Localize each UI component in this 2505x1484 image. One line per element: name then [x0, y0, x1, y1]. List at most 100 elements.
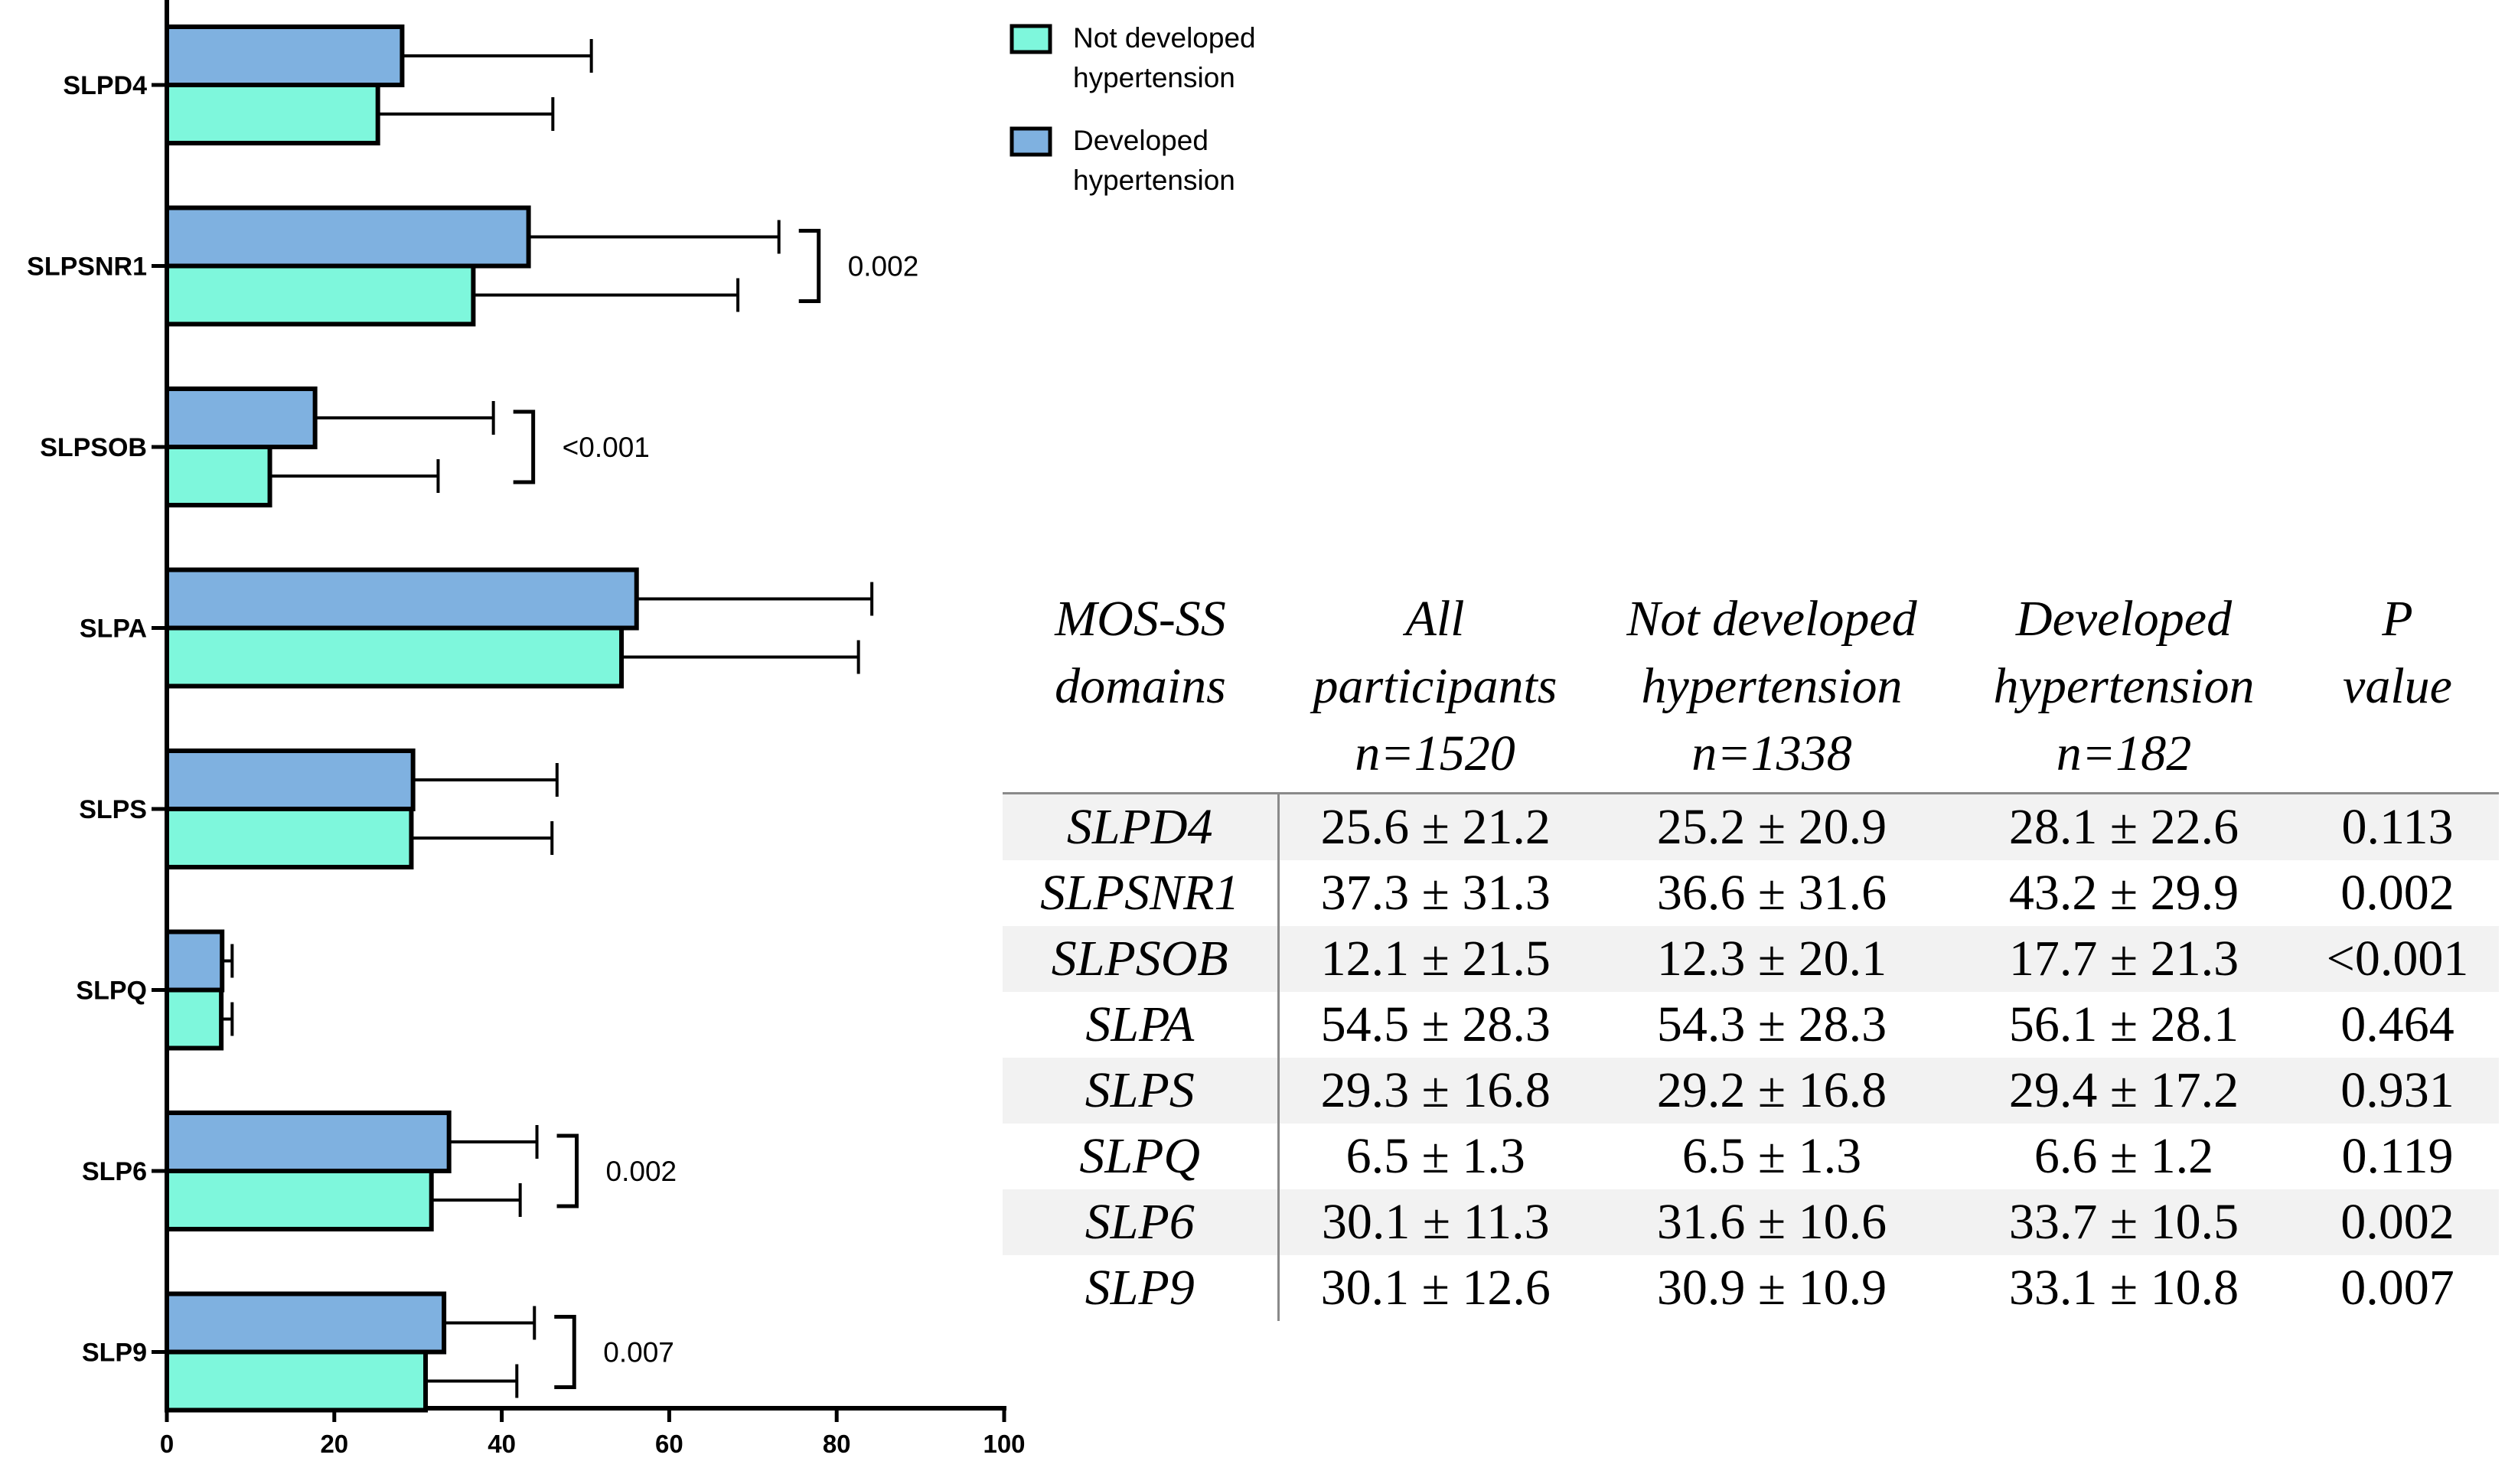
bar-not-developed [165, 807, 414, 869]
bar-chart: 0 20 40 60 80 100 SLPD4 SLPSNR1 SLPSOB SLPA SLPS SL… [27, 0, 1026, 1458]
table-cell: 12.1 ± 21.5 [1278, 926, 1592, 992]
table-cell-domain: SLPS [1003, 1058, 1280, 1124]
table-row: SLPA 54.5 ± 28.3 54.3 ± 28.3 56.1 ± 28.1… [1003, 992, 2499, 1058]
table-cell: 6.5 ± 1.3 [1345, 1128, 1525, 1184]
table-cell: 43.2 ± 29.9 [2008, 865, 2239, 921]
table-row: SLPSNR1 37.3 ± 31.3 36.6 ± 31.6 43.2 ± 2… [1003, 860, 2499, 926]
table-cell: 17.7 ± 21.3 [1952, 926, 2296, 992]
table-cell: 36.6 ± 31.6 [1656, 865, 1887, 921]
legend-swatch-developed [1010, 126, 1052, 157]
table-cell: 33.1 ± 10.8 [2008, 1260, 2239, 1316]
bar-not-developed [165, 625, 625, 689]
significance-p-value: 0.002 [848, 251, 919, 282]
table-cell: 0.113 [2296, 793, 2499, 860]
table-cell: 29.3 ± 16.8 [1278, 1058, 1592, 1124]
legend-label-not-developed-line2: hypertension [1073, 62, 1235, 93]
table-cell: 0.002 [2340, 865, 2454, 921]
table-cell: 25.6 ± 21.2 [1278, 793, 1592, 860]
table-cell: 29.4 ± 17.2 [1952, 1058, 2296, 1124]
table-cell: 6.6 ± 1.2 [2034, 1128, 2214, 1184]
x-tick-label: 100 [983, 1430, 1025, 1458]
table-row: SLP6 30.1 ± 11.3 31.6 ± 10.6 33.7 ± 10.5… [1003, 1189, 2499, 1255]
table-cell: 0.007 [2340, 1260, 2454, 1316]
table-cell: 33.7 ± 10.5 [1952, 1189, 2296, 1255]
x-tick-label: 80 [823, 1430, 851, 1458]
legend-swatch-not-developed [1010, 24, 1052, 54]
y-category-label: SLP9 [82, 1339, 147, 1368]
col-header-domains: MOS-SS domains [1003, 585, 1278, 794]
table-cell: 29.2 ± 16.8 [1592, 1058, 1952, 1124]
table-cell: 0.931 [2296, 1058, 2499, 1124]
bar-not-developed [165, 1169, 434, 1231]
significance-bracket [556, 1133, 579, 1208]
bar-not-developed [165, 263, 476, 327]
bar-not-developed [165, 83, 380, 145]
legend-label-developed-line2: hypertension [1073, 165, 1235, 196]
table-cell: 0.119 [2341, 1128, 2454, 1184]
table-cell-domain: SLPD4 [1003, 793, 1280, 860]
table-cell: 25.2 ± 20.9 [1592, 793, 1952, 860]
bar-developed [165, 567, 639, 631]
table-cell-domain: SLPSOB [1003, 926, 1280, 992]
table-cell: 54.3 ± 28.3 [1656, 996, 1887, 1052]
bar-developed [165, 386, 318, 449]
y-category-label: SLPA [80, 615, 147, 644]
x-tick-label: 60 [655, 1430, 683, 1458]
table-cell: 12.3 ± 20.1 [1592, 926, 1952, 992]
bar-developed [165, 1111, 452, 1173]
table-row: SLPD4 25.6 ± 21.2 25.2 ± 20.9 28.1 ± 22.… [1003, 793, 2499, 860]
bar-not-developed [165, 1349, 429, 1413]
col-header-p-value: P value [2296, 585, 2499, 794]
bar-not-developed [165, 987, 224, 1051]
bar-developed [165, 1291, 447, 1355]
table-cell: 56.1 ± 28.1 [2008, 996, 2239, 1052]
table-cell: 31.6 ± 10.6 [1592, 1189, 1952, 1255]
bar-developed [165, 205, 531, 269]
table-cell: 37.3 ± 31.3 [1320, 865, 1551, 921]
table-row: SLPS 29.3 ± 16.8 29.2 ± 16.8 29.4 ± 17.2… [1003, 1058, 2499, 1124]
x-tick-label: 20 [320, 1430, 348, 1458]
table-cell-domain: SLPA [1003, 992, 1280, 1058]
table-cell-domain: SLP9 [1003, 1255, 1280, 1321]
y-category-label: SLPSNR1 [27, 253, 147, 282]
table-row: SLPQ 6.5 ± 1.3 6.5 ± 1.3 6.6 ± 1.2 0.119 [1003, 1124, 2499, 1189]
table-cell-domain: SLPSNR1 [1003, 860, 1280, 926]
y-category-label: SLPSOB [40, 433, 147, 462]
table-cell: 0.464 [2340, 996, 2454, 1052]
significance-p-value: 0.002 [606, 1156, 677, 1187]
table-cell: 30.1 ± 11.3 [1278, 1189, 1592, 1255]
table-row: SLP9 30.1 ± 12.6 30.9 ± 10.9 33.1 ± 10.8… [1003, 1255, 2499, 1321]
significance-p-value: <0.001 [563, 432, 650, 463]
bar-not-developed [165, 445, 272, 507]
y-category-label: SLPD4 [63, 71, 147, 100]
significance-bracket [513, 409, 536, 484]
table-cell: 6.5 ± 1.3 [1681, 1128, 1862, 1184]
x-tick-label: 40 [488, 1430, 516, 1458]
significance-bracket [554, 1315, 576, 1389]
bar-developed [165, 749, 416, 811]
significance-p-value: 0.007 [603, 1337, 674, 1368]
table-cell: 28.1 ± 22.6 [1952, 793, 2296, 860]
table-cell: 30.9 ± 10.9 [1656, 1260, 1887, 1316]
table-cell: 0.002 [2296, 1189, 2499, 1255]
y-category-label: SLPS [79, 795, 147, 824]
table-cell: 30.1 ± 12.6 [1320, 1260, 1551, 1316]
y-category-label: SLP6 [82, 1157, 147, 1186]
col-header-all-participants: All participants n=1520 [1278, 585, 1592, 794]
table-cell: <0.001 [2296, 926, 2499, 992]
col-header-not-developed: Not developed hypertension n=1338 [1592, 585, 1952, 794]
y-category-label: SLPQ [76, 977, 147, 1006]
table-row: SLPSOB 12.1 ± 21.5 12.3 ± 20.1 17.7 ± 21… [1003, 926, 2499, 992]
chart-legend: Not developed hypertension Developed hyp… [1010, 22, 1256, 196]
table-cell-domain: SLP6 [1003, 1189, 1280, 1255]
col-header-developed: Developed hypertension n=182 [1952, 585, 2296, 794]
bar-developed [165, 929, 225, 993]
significance-bracket [798, 229, 821, 303]
x-tick-label: 0 [160, 1430, 174, 1458]
table-cell-domain: SLPQ [1003, 1124, 1280, 1189]
statistics-table: MOS-SS domains All participants n=1520 N… [1003, 585, 2499, 1321]
legend-label-developed-line1: Developed [1073, 125, 1208, 156]
table-header-row: MOS-SS domains All participants n=1520 N… [1003, 585, 2499, 794]
table-cell: 54.5 ± 28.3 [1320, 996, 1551, 1052]
